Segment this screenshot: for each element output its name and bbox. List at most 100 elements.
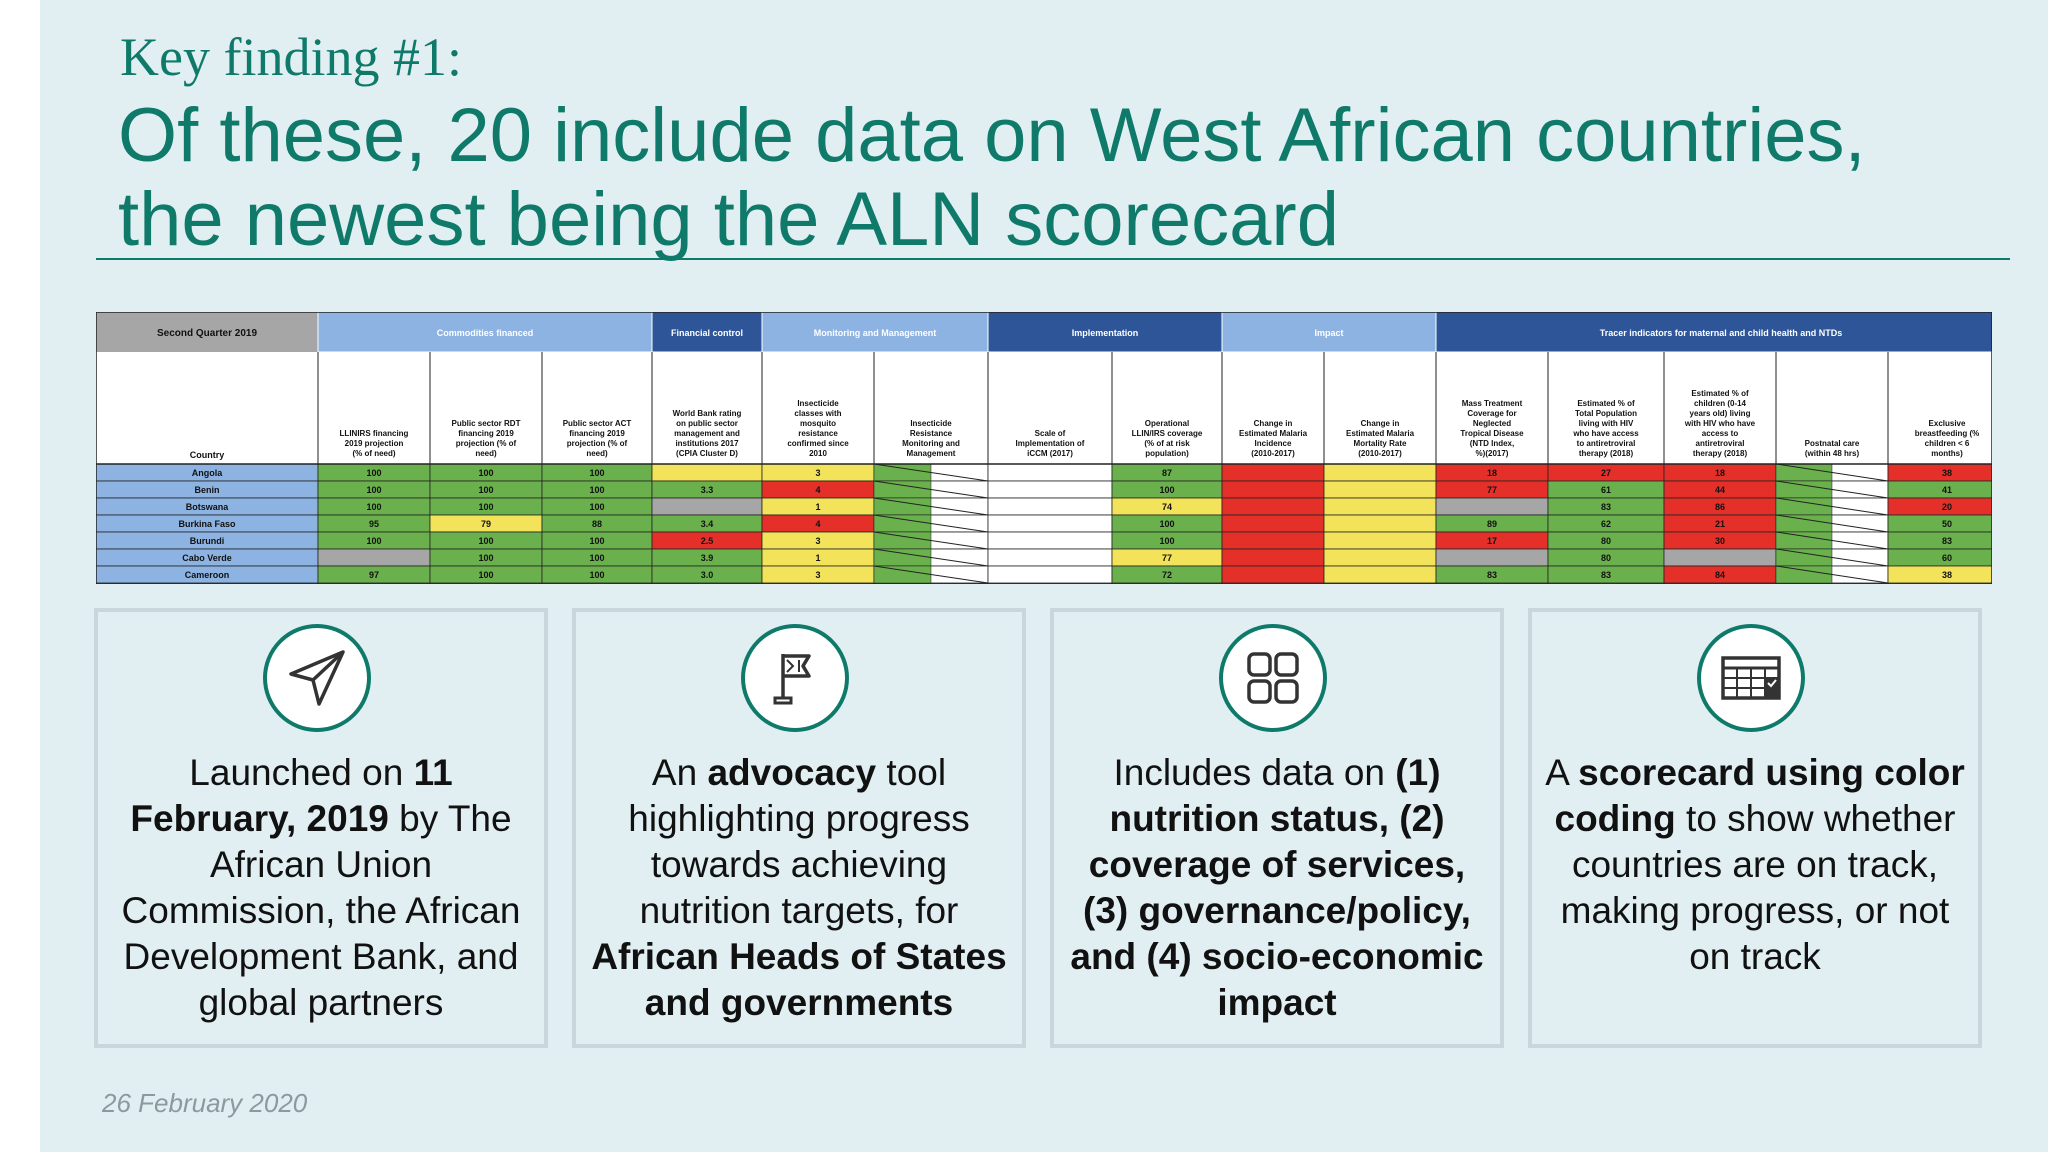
scorecard-group-label: Financial control <box>671 328 743 338</box>
scorecard-cell <box>987 548 1113 567</box>
scorecard-cell-value: 83 <box>1487 570 1497 580</box>
scorecard-column-header: Public sector ACT financing 2019 projectio… <box>563 419 632 458</box>
scorecard-cell <box>987 565 1113 584</box>
footer-date: 26 February 2020 <box>102 1088 308 1118</box>
scorecard-cell <box>1221 480 1325 499</box>
scorecard-cell <box>1221 463 1325 482</box>
flag-icon <box>741 624 849 732</box>
scorecard-column-header: LLINIRS financing 2019 projection (% of ne… <box>340 429 409 458</box>
scorecard-split-cell <box>873 463 932 482</box>
card-advocacy: An advocacy tool highlighting progress t… <box>572 608 1026 1048</box>
slide-headline: Of these, 20 include data on West Africa… <box>118 93 1866 262</box>
scorecard-cell-value: 80 <box>1601 536 1611 546</box>
scorecard-cell-value: 1 <box>815 553 820 563</box>
scorecard-cell-value: 79 <box>481 519 491 529</box>
scorecard-country-name: Burundi <box>190 536 225 546</box>
scorecard-cell-value: 86 <box>1715 502 1725 512</box>
grid-icon <box>1219 624 1327 732</box>
scorecard-cell-value: 2.5 <box>701 536 714 546</box>
scorecard-cell <box>1323 480 1437 499</box>
scorecard-cell-value: 50 <box>1942 519 1952 529</box>
scorecard-cell-value: 3 <box>815 536 820 546</box>
scorecard-cell <box>987 480 1113 499</box>
scorecard-column-header: Change in Estimated Malaria Mortality Rate… <box>1346 419 1415 458</box>
scorecard-cell-value: 3.9 <box>701 553 714 563</box>
card-color-coding-text: A scorecard using color coding to show w… <box>1542 750 1968 980</box>
scorecard-cell-value: 100 <box>366 536 381 546</box>
scorecard-group-label: Monitoring and Management <box>814 328 937 338</box>
scorecard-cell-value: 100 <box>589 536 604 546</box>
scorecard-table: Second Quarter 2019 Commodities financed F… <box>96 312 1992 584</box>
scorecard-split-diagonal <box>1775 514 1889 533</box>
scorecard-split-diagonal <box>873 531 989 550</box>
scorecard-cell <box>1887 463 1992 482</box>
scorecard-cell-value: 100 <box>1159 536 1174 546</box>
card-text-bold: 11 February, 2019 <box>130 752 453 839</box>
scorecard-column-header: Insecticide classes with mosquito resistanc… <box>787 399 849 458</box>
scorecard-split-cell <box>873 531 932 550</box>
scorecard-split-diagonal <box>873 514 989 533</box>
scorecard-cell <box>1435 497 1549 516</box>
scorecard-cell-value: 84 <box>1715 570 1725 580</box>
scorecard-split-diagonal <box>1775 480 1889 499</box>
scorecard-split-diagonal <box>1775 565 1889 584</box>
card-text-bold: advocacy <box>707 752 877 793</box>
scorecard-column-header: Exclusive breastfeeding (% children < 6 mon… <box>1915 419 1979 458</box>
scorecard-cell <box>1887 497 1992 516</box>
scorecard-cell-value: 100 <box>478 553 493 563</box>
scorecard-split-diagonal <box>873 463 989 482</box>
card-text-run: by The African Union Commission, the Afr… <box>121 798 521 1023</box>
scorecard-cell-value: 88 <box>592 519 602 529</box>
scorecard-cell-value: 80 <box>1601 553 1611 563</box>
scorecard-split-diagonal <box>1775 531 1889 550</box>
scorecard-cell-value: 30 <box>1715 536 1725 546</box>
scorecard-column-header: Postnatal care (within 48 hrs) <box>1805 439 1860 458</box>
scorecard-cell-value: 18 <box>1715 468 1725 478</box>
scorecard-cell-value: 20 <box>1942 502 1952 512</box>
card-data-coverage-text: Includes data on (1) nutrition status, (… <box>1064 750 1490 1026</box>
scorecard-cell <box>987 463 1113 482</box>
scorecard-cell <box>1323 497 1437 516</box>
scorecard-column-header: Estimated % of Total Population living wit… <box>1572 399 1639 458</box>
scorecard-column-header: Public sector RDT financing 2019 projectio… <box>452 419 521 458</box>
scorecard-cell <box>1323 531 1437 550</box>
scorecard-cell-value: 100 <box>478 536 493 546</box>
card-advocacy-text: An advocacy tool highlighting progress t… <box>586 750 1012 1026</box>
scorecard-cell-value: 100 <box>478 485 493 495</box>
scorecard-split-cell <box>873 548 932 567</box>
scorecard-split-cell <box>1775 531 1833 550</box>
scorecard-group-header <box>1221 312 1437 353</box>
scorecard-column-header-band <box>96 352 1992 464</box>
scorecard-group-label: Implementation <box>1072 328 1139 338</box>
scorecard-column-header: Estimated % of children (0-14 years old) l… <box>1684 389 1756 458</box>
scorecard-column-header: Operational LLIN/IRS coverage (% of at ris… <box>1132 419 1203 458</box>
scorecard-cell-value: 77 <box>1162 553 1172 563</box>
scorecard-split-diagonal <box>873 548 989 567</box>
scorecard-cell <box>1221 531 1325 550</box>
scorecard-cell-value: 83 <box>1601 502 1611 512</box>
scorecard-cell-value: 4 <box>815 519 820 529</box>
scorecard-cell-value: 100 <box>478 570 493 580</box>
scorecard-column-header: Change in Estimated Malaria Incidence (2010… <box>1239 419 1308 458</box>
slide: Key finding #1: Of these, 20 include dat… <box>40 0 2048 1152</box>
scorecard-cell <box>1663 548 1777 567</box>
scorecard-cell <box>1323 565 1437 584</box>
scorecard-cell-value: 100 <box>589 502 604 512</box>
scorecard-split-cell <box>873 514 932 533</box>
scorecard-country-header: Country <box>190 450 225 460</box>
card-data-coverage: Includes data on (1) nutrition status, (… <box>1050 608 1504 1048</box>
scorecard-cell <box>1887 514 1992 533</box>
scorecard-cell-value: 100 <box>478 468 493 478</box>
scorecard-cell-value: 100 <box>1159 519 1174 529</box>
scorecard-cell-value: 100 <box>366 502 381 512</box>
scorecard-cell-value: 95 <box>369 519 379 529</box>
scorecard-icon <box>1697 624 1805 732</box>
scorecard-cell-value: 100 <box>589 553 604 563</box>
scorecard-cell <box>1323 463 1437 482</box>
card-text-run: tool highlighting progress towards achie… <box>628 752 970 931</box>
scorecard-cell-value: 41 <box>1942 485 1952 495</box>
card-text-bold: scorecard using color coding <box>1554 752 1965 839</box>
scorecard-country-name: Botswana <box>186 502 230 512</box>
scorecard-country-name: Cameroon <box>185 570 230 580</box>
card-text-bold: (1) nutrition status, (2) coverage of se… <box>1070 752 1484 1023</box>
